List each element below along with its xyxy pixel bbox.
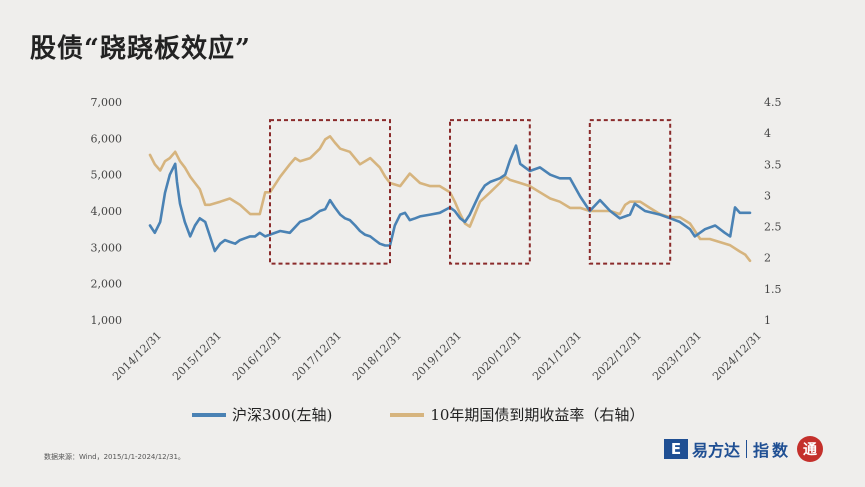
x-tick-label: 2016/12/31 xyxy=(230,329,284,383)
series-line-csi300 xyxy=(148,144,752,253)
legend-swatch-csi300 xyxy=(192,412,226,417)
highlight-boxes xyxy=(269,119,672,265)
highlight-box-3 xyxy=(588,119,672,265)
legend: 沪深300(左轴) 10年期国债到期收益率（右轴） xyxy=(192,404,702,425)
x-tick-label: 2014/12/31 xyxy=(110,329,164,383)
legend-item-bond-yield: 10年期国债到期收益率（右轴） xyxy=(390,404,644,425)
brand-logo: E 易方达 指数 通 xyxy=(664,436,824,462)
logo-subtitle: 指数 xyxy=(753,441,792,460)
right-tick-label: 1 xyxy=(764,314,771,327)
right-tick-label: 1.5 xyxy=(764,283,782,296)
x-tick-label: 2021/12/31 xyxy=(530,329,584,383)
legend-label-csi300: 沪深300(左轴) xyxy=(232,406,333,424)
right-tick-label: 2 xyxy=(764,252,771,265)
x-tick-label: 2019/12/31 xyxy=(410,329,464,383)
x-tick-label: 2017/12/31 xyxy=(290,329,344,383)
x-tick-label: 2015/12/31 xyxy=(170,329,224,383)
highlight-box-2 xyxy=(449,119,531,265)
right-tick-label: 4 xyxy=(764,127,771,140)
x-axis: 2014/12/31 2015/12/31 2016/12/31 2017/12/31… xyxy=(110,329,764,383)
right-tick-label: 4.5 xyxy=(764,96,782,109)
legend-swatch-bond-yield xyxy=(390,412,425,417)
series-layer xyxy=(148,135,752,263)
legend-label-bond-yield: 10年期国债到期收益率（右轴） xyxy=(430,406,645,424)
legend-item-csi300: 沪深300(左轴) xyxy=(192,404,332,425)
logo-name: 易方达 xyxy=(692,441,741,460)
left-tick-label: 7,000 xyxy=(91,96,123,109)
right-tick-label: 3 xyxy=(764,189,771,202)
left-tick-label: 1,000 xyxy=(91,314,123,327)
page-title: 股债“跷跷板效应” xyxy=(30,34,251,64)
x-tick-label: 2024/12/31 xyxy=(710,329,764,383)
right-tick-label: 3.5 xyxy=(764,158,782,171)
logo-divider xyxy=(746,440,748,458)
left-axis: 1,000 2,000 3,000 4,000 5,000 6,000 7,000 xyxy=(91,96,123,327)
x-tick-label: 2022/12/31 xyxy=(590,329,644,383)
left-tick-label: 6,000 xyxy=(91,132,123,145)
logo-e-icon: E xyxy=(664,439,688,459)
series-line-bond-yield xyxy=(148,135,752,263)
source-note: 数据来源：Wind，2015/1/1-2024/12/31。 xyxy=(44,453,185,461)
left-tick-label: 2,000 xyxy=(91,278,123,291)
x-tick-label: 2018/12/31 xyxy=(350,329,404,383)
left-tick-label: 5,000 xyxy=(91,169,123,182)
right-tick-label: 2.5 xyxy=(764,221,782,234)
left-tick-label: 3,000 xyxy=(91,241,123,254)
x-tick-label: 2023/12/31 xyxy=(650,329,704,383)
x-tick-label: 2020/12/31 xyxy=(470,329,524,383)
logo-seal-icon: 通 xyxy=(797,436,824,462)
left-tick-label: 4,000 xyxy=(91,205,123,218)
highlight-box-1 xyxy=(269,119,391,265)
right-axis: 1 1.5 2 2.5 3 3.5 4 4.5 xyxy=(764,96,782,327)
